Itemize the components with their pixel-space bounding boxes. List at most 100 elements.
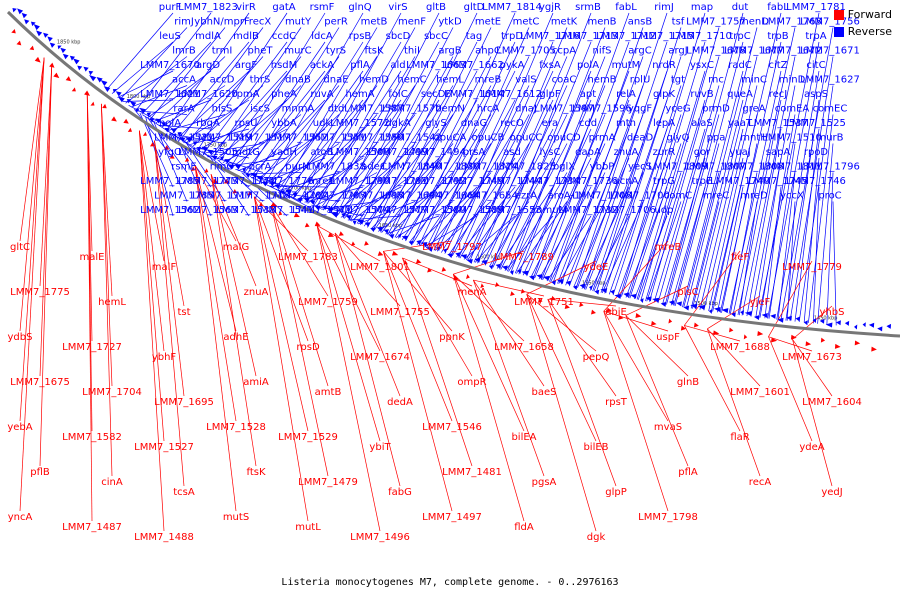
forward-gene-arrow	[338, 231, 344, 236]
reverse-gene-label: rpoD	[804, 147, 829, 158]
reverse-gene-label: dnaB	[285, 75, 311, 86]
reverse-leader-line	[385, 215, 440, 235]
forward-gene-label: ydbS	[8, 332, 33, 343]
reverse-leader-line	[690, 99, 744, 309]
forward-leader-line	[334, 232, 401, 487]
reverse-leader-line	[278, 172, 340, 191]
reverse-leader-line	[473, 99, 554, 263]
reverse-leader-line	[429, 27, 530, 250]
reverse-gene-label: asd	[503, 147, 521, 158]
reverse-leader-line	[211, 156, 264, 173]
reverse-gene-label: accA	[172, 75, 196, 86]
forward-gene-arrow	[247, 190, 252, 196]
reverse-gene-label: fabL	[767, 2, 789, 13]
forward-leader-line	[138, 130, 165, 532]
reverse-gene-label: apt	[580, 89, 596, 100]
reverse-gene-arrow	[565, 280, 571, 286]
forward-leader-line	[603, 310, 669, 332]
reverse-leader-line	[280, 27, 378, 192]
reverse-leader-line	[573, 157, 630, 288]
reverse-gene-label: mtn	[616, 118, 636, 129]
reverse-gene-arrow	[623, 292, 630, 298]
reverse-leader-line	[427, 172, 492, 249]
reverse-gene-arrow	[49, 42, 56, 48]
reverse-gene-label: LMM7_1678	[686, 46, 746, 57]
forward-leader-line	[100, 103, 113, 477]
reverse-leader-line	[141, 41, 212, 115]
reverse-gene-arrow	[179, 136, 186, 142]
reverse-gene-arrow	[309, 200, 316, 205]
reverse-leader-line	[750, 85, 796, 317]
reverse-gene-label: pflA	[350, 60, 370, 71]
forward-gene-label: LMM7_1481	[442, 467, 502, 478]
reverse-gene-label: ruvA	[310, 89, 333, 100]
reverse-gene-label: LMM7_1510	[762, 133, 822, 144]
reverse-leader-line	[131, 85, 188, 108]
reverse-gene-label: LMM7_1621	[140, 89, 200, 100]
reverse-gene-arrow	[614, 293, 622, 299]
reverse-gene-arrow	[269, 181, 275, 187]
reverse-gene-label: virS	[388, 2, 407, 13]
reverse-leader-line	[575, 12, 668, 288]
forward-leader-line	[194, 165, 237, 512]
reverse-leader-line	[768, 143, 796, 319]
reverse-gene-arrow	[753, 315, 760, 321]
reverse-leader-line	[637, 172, 682, 300]
reverse-gene-arrow	[242, 167, 247, 173]
reverse-leader-line	[225, 85, 302, 165]
reverse-leader-line	[738, 201, 758, 316]
forward-gene-arrow	[278, 211, 283, 216]
reverse-leader-line	[589, 215, 630, 291]
forward-leader-line	[768, 336, 813, 352]
forward-gene-label: ppnK	[439, 332, 465, 343]
reverse-gene-label: LMM7_1838	[306, 162, 366, 173]
reverse-leader-line	[374, 114, 454, 231]
reverse-leader-line	[776, 70, 820, 320]
forward-gene-arrow	[327, 232, 335, 237]
reverse-gene-label: LMM7_1589	[444, 205, 504, 216]
reverse-gene-label: LMM7_1553	[482, 205, 542, 216]
reverse-leader-line	[565, 128, 630, 286]
forward-gene-label: dedA	[387, 397, 413, 408]
reverse-gene-label: recO	[500, 118, 524, 129]
reverse-gene-arrow	[683, 305, 690, 311]
forward-gene-arrow	[29, 45, 35, 51]
reverse-leader-line	[662, 157, 706, 305]
reverse-leader-line	[612, 85, 682, 296]
reverse-gene-label: trpG	[653, 176, 675, 187]
tick-label: 1850 kbp	[57, 40, 81, 46]
forward-gene-label: ybiT	[369, 442, 391, 453]
reverse-gene-arrow	[877, 326, 883, 332]
reverse-gene-label: coaC	[552, 75, 577, 86]
reverse-gene-label: hsdM	[271, 60, 298, 71]
forward-gene-label: LMM7_1801	[350, 262, 410, 273]
reverse-gene-label: LMM7_1672	[762, 46, 822, 57]
reverse-leader-line	[593, 172, 644, 292]
reverse-gene-label: dut	[732, 2, 749, 13]
reverse-leader-line	[530, 157, 592, 278]
reverse-gene-label: citZ	[768, 60, 787, 71]
reverse-gene-label: LMM7_1716	[520, 31, 580, 42]
reverse-leader-line	[552, 27, 644, 283]
forward-leader-line	[270, 204, 329, 387]
reverse-gene-arrow	[245, 173, 251, 178]
forward-gene-arrow	[427, 267, 432, 273]
reverse-leader-line	[243, 70, 326, 174]
forward-gene-arrow	[314, 221, 321, 227]
reverse-gene-label: LMM7_1708	[572, 191, 632, 202]
forward-leader-line	[19, 57, 45, 332]
reverse-gene-label: mntH	[740, 133, 768, 144]
reverse-gene-label: LMM7_1597	[534, 104, 594, 115]
reverse-gene-arrow	[401, 235, 409, 241]
forward-gene-arrow	[34, 56, 41, 63]
reverse-gene-arrow	[740, 310, 745, 316]
reverse-gene-label: glnQ	[348, 2, 371, 13]
reverse-gene-arrow	[819, 318, 825, 324]
forward-leader-line	[792, 339, 833, 487]
reverse-gene-arrow	[57, 45, 62, 50]
reverse-leader-line	[458, 41, 554, 258]
reverse-gene-arrow	[589, 285, 593, 291]
forward-gene-label: LMM7_1601	[730, 387, 790, 398]
reverse-label-leaders	[106, 12, 837, 326]
reverse-gene-label: LMM7_1700	[610, 191, 670, 202]
